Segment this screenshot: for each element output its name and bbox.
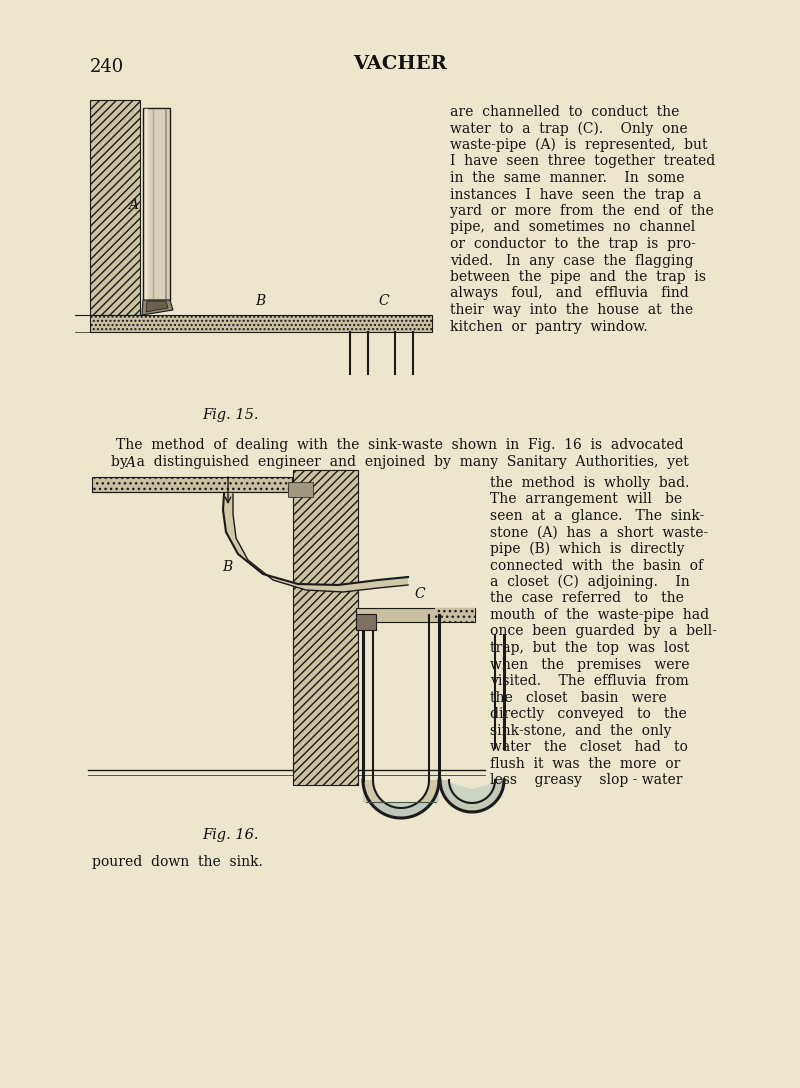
Text: or  conductor  to  the  trap  is  pro-: or conductor to the trap is pro- [450, 237, 696, 251]
Text: kitchen  or  pantry  window.: kitchen or pantry window. [450, 320, 648, 334]
Text: mouth  of  the  waste-pipe  had: mouth of the waste-pipe had [490, 608, 709, 622]
Text: Fig. 16.: Fig. 16. [202, 828, 258, 842]
Polygon shape [92, 477, 292, 492]
Text: yard  or  more  from  the  end  of  the: yard or more from the end of the [450, 205, 714, 218]
Polygon shape [142, 300, 173, 316]
Text: A: A [125, 456, 135, 470]
Polygon shape [356, 608, 475, 622]
Text: water   the   closet   had   to: water the closet had to [490, 740, 688, 754]
Polygon shape [223, 494, 408, 592]
Text: the  method  is  wholly  bad.: the method is wholly bad. [490, 477, 690, 490]
Text: instances  I  have  seen  the  trap  a: instances I have seen the trap a [450, 187, 702, 201]
Text: sink-stone,  and  the  only: sink-stone, and the only [490, 724, 671, 738]
Polygon shape [143, 108, 170, 300]
Text: water  to  a  trap  (C).    Only  one: water to a trap (C). Only one [450, 122, 688, 136]
Text: always   foul,   and   effluvia   find: always foul, and effluvia find [450, 286, 689, 300]
Polygon shape [288, 482, 313, 497]
Text: once  been  guarded  by  a  bell-: once been guarded by a bell- [490, 625, 717, 639]
Text: a  closet  (C)  adjoining.    In: a closet (C) adjoining. In [490, 574, 690, 590]
Polygon shape [90, 100, 140, 316]
Text: I  have  seen  three  together  treated: I have seen three together treated [450, 154, 715, 169]
Text: B: B [222, 560, 232, 574]
Text: connected  with  the  basin  of: connected with the basin of [490, 558, 703, 572]
Text: when   the   premises   were: when the premises were [490, 657, 690, 671]
Polygon shape [90, 316, 432, 332]
Text: poured  down  the  sink.: poured down the sink. [92, 855, 263, 869]
Text: stone  (A)  has  a  short  waste-: stone (A) has a short waste- [490, 526, 708, 540]
Text: the   closet   basin   were: the closet basin were [490, 691, 666, 705]
Polygon shape [146, 301, 168, 312]
Text: trap,  but  the  top  was  lost: trap, but the top was lost [490, 641, 690, 655]
Polygon shape [440, 780, 504, 812]
Text: by  a  distinguished  engineer  and  enjoined  by  many  Sanitary  Authorities, : by a distinguished engineer and enjoined… [111, 455, 689, 469]
Polygon shape [356, 614, 376, 630]
Text: between  the  pipe  and  the  trap  is: between the pipe and the trap is [450, 270, 706, 284]
Text: C: C [378, 294, 390, 308]
Text: pipe  (B)  which  is  directly: pipe (B) which is directly [490, 542, 685, 556]
Text: 240: 240 [90, 58, 124, 76]
Text: C: C [414, 588, 426, 601]
Text: visited.    The  effluvia  from: visited. The effluvia from [490, 673, 689, 688]
Polygon shape [363, 780, 439, 818]
Text: pipe,  and  sometimes  no  channel: pipe, and sometimes no channel [450, 221, 695, 235]
Text: their  way  into  the  house  at  the: their way into the house at the [450, 302, 693, 317]
Text: The  arrangement  will   be: The arrangement will be [490, 493, 682, 507]
Polygon shape [440, 780, 504, 812]
Text: The  method  of  dealing  with  the  sink-waste  shown  in  Fig.  16  is  advoca: The method of dealing with the sink-wast… [116, 438, 684, 452]
Text: VACHER: VACHER [353, 55, 447, 73]
Polygon shape [363, 780, 439, 818]
Text: vided.   In  any  case  the  flagging: vided. In any case the flagging [450, 254, 694, 268]
Text: directly   conveyed   to   the: directly conveyed to the [490, 707, 686, 721]
Text: seen  at  a  glance.   The  sink-: seen at a glance. The sink- [490, 509, 704, 523]
Text: B: B [255, 294, 265, 308]
Text: Fig. 15.: Fig. 15. [202, 408, 258, 422]
Text: less    greasy    slop - water: less greasy slop - water [490, 772, 682, 787]
Text: A: A [128, 198, 138, 212]
Text: flush  it  was  the  more  or: flush it was the more or [490, 756, 680, 770]
Text: waste-pipe  (A)  is  represented,  but: waste-pipe (A) is represented, but [450, 138, 707, 152]
Polygon shape [435, 608, 475, 622]
Text: the  case  referred   to   the: the case referred to the [490, 592, 684, 606]
Text: are  channelled  to  conduct  the: are channelled to conduct the [450, 106, 679, 119]
Text: in  the  same  manner.    In  some: in the same manner. In some [450, 171, 685, 185]
Polygon shape [293, 470, 358, 786]
